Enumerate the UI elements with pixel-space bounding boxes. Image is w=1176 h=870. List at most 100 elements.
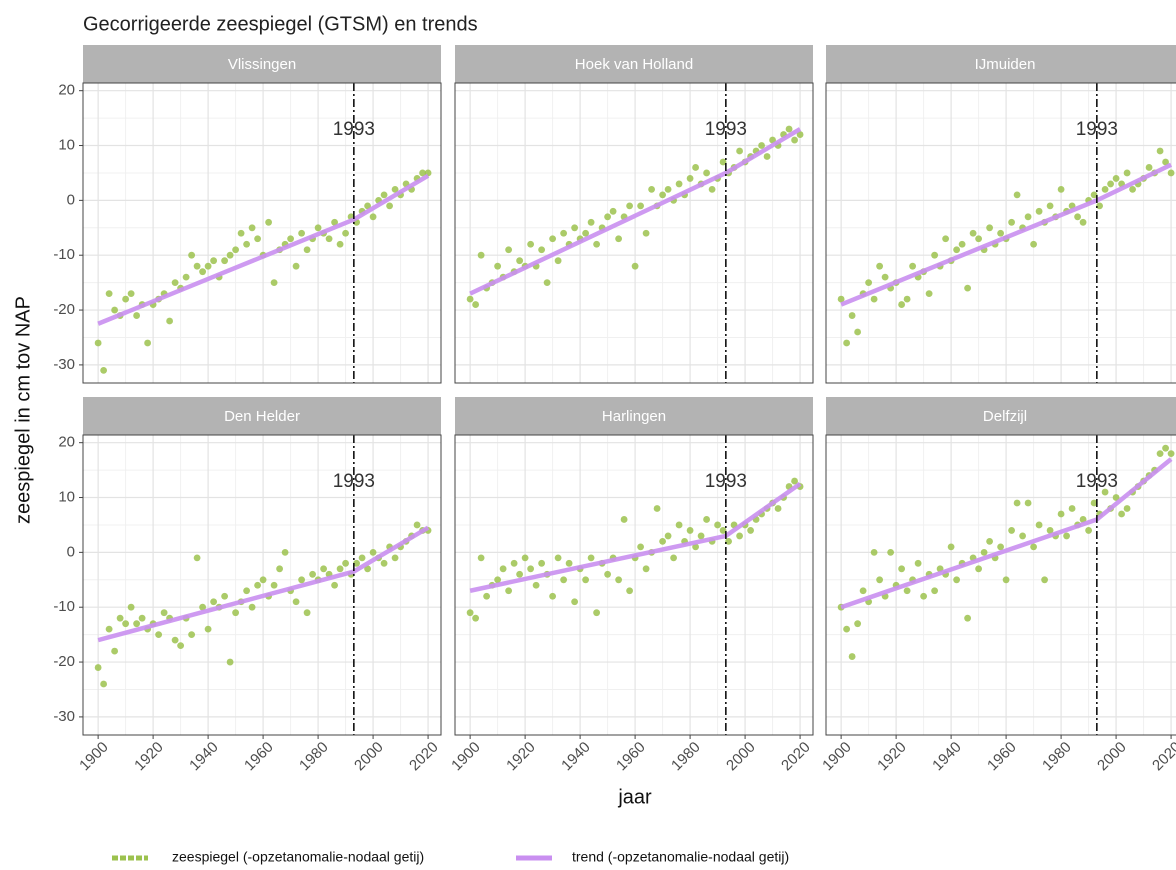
data-point <box>571 598 579 606</box>
strip <box>455 397 813 435</box>
x-tick-label: 1940 <box>558 739 594 775</box>
data-point <box>232 609 240 617</box>
reference-label: 1993 <box>333 471 375 492</box>
data-point <box>725 537 732 545</box>
x-tick-label: 2020 <box>1149 739 1176 775</box>
data-point <box>637 202 644 210</box>
data-point <box>466 609 474 617</box>
data-point <box>303 246 311 254</box>
data-point <box>314 224 322 232</box>
trend-line <box>97 525 430 643</box>
data-point <box>1030 543 1037 551</box>
data-point <box>336 565 344 573</box>
data-point <box>320 565 327 573</box>
data-point <box>1123 505 1131 512</box>
data-point <box>865 279 873 287</box>
data-point <box>127 603 135 611</box>
data-point <box>336 240 344 248</box>
data-point <box>554 554 562 562</box>
panel-title: Hoek van Holland <box>575 56 693 73</box>
data-point <box>703 516 710 523</box>
y-tick-label: 10 <box>58 136 75 153</box>
data-point <box>997 229 1005 237</box>
data-point <box>127 290 135 298</box>
panel-title: Harlingen <box>602 408 666 425</box>
data-point <box>210 257 218 265</box>
panel-bg <box>826 435 1176 735</box>
data-point <box>1068 505 1076 512</box>
x-tick-label: 1940 <box>929 739 965 775</box>
data-point <box>138 614 146 622</box>
data-point <box>631 262 639 270</box>
data-point <box>105 625 113 633</box>
data-point <box>199 603 207 611</box>
y-tick-label: 0 <box>67 543 75 560</box>
data-point <box>243 240 251 248</box>
data-point <box>843 339 851 347</box>
data-point <box>494 576 502 584</box>
y-tick-label: -30 <box>53 708 75 725</box>
panel-bg <box>83 83 441 383</box>
data-point <box>675 521 683 529</box>
panel-border <box>454 82 814 384</box>
y-tick-label: 20 <box>58 82 75 99</box>
data-point <box>1035 207 1043 215</box>
data-point <box>903 587 911 595</box>
data-point <box>763 153 771 160</box>
data-point <box>554 257 562 265</box>
data-point <box>1112 175 1120 182</box>
data-point <box>199 268 207 276</box>
data-point <box>391 554 399 562</box>
x-tick-label: 1920 <box>874 739 910 775</box>
data-point <box>527 565 535 573</box>
data-point <box>692 164 699 171</box>
data-point <box>1085 527 1092 534</box>
data-point <box>248 224 256 232</box>
data-point <box>953 576 961 584</box>
x-tick-label: 1980 <box>668 739 704 775</box>
data-point <box>653 505 661 512</box>
data-point <box>620 516 628 523</box>
data-point <box>876 262 884 270</box>
data-point <box>969 229 977 237</box>
data-point <box>1112 494 1120 501</box>
reference-label: 1993 <box>1076 471 1118 492</box>
data-point <box>1156 450 1164 458</box>
data-point <box>848 653 856 660</box>
trend-line <box>97 173 430 326</box>
data-point <box>364 565 371 573</box>
data-point <box>664 532 672 540</box>
data-point <box>331 581 338 589</box>
data-point <box>477 554 485 562</box>
data-point <box>791 136 798 144</box>
data-point <box>876 576 884 584</box>
data-point <box>659 537 666 545</box>
data-point <box>843 625 851 633</box>
data-point <box>1167 169 1175 177</box>
data-point <box>1046 202 1054 210</box>
data-point <box>1008 218 1015 226</box>
data-point <box>516 257 524 265</box>
data-point <box>560 576 568 584</box>
x-tick-label: 2000 <box>1094 739 1130 775</box>
data-point <box>604 570 612 578</box>
chart-title: Gecorrigeerde zeespiegel (GTSM) en trend… <box>83 13 478 35</box>
data-point <box>958 240 966 248</box>
data-point <box>626 202 634 210</box>
data-point <box>796 131 804 138</box>
data-point <box>975 235 983 243</box>
data-point <box>986 224 994 232</box>
y-tick-label: -30 <box>53 356 75 373</box>
data-point <box>549 592 557 600</box>
data-point <box>369 213 377 221</box>
data-point <box>292 262 300 270</box>
data-point <box>298 576 305 584</box>
panel-border <box>82 82 442 384</box>
data-point <box>609 207 617 215</box>
data-point <box>1118 510 1125 518</box>
data-point <box>1024 499 1032 507</box>
data-point <box>975 565 983 573</box>
data-point <box>736 532 743 540</box>
data-point <box>1074 213 1081 221</box>
